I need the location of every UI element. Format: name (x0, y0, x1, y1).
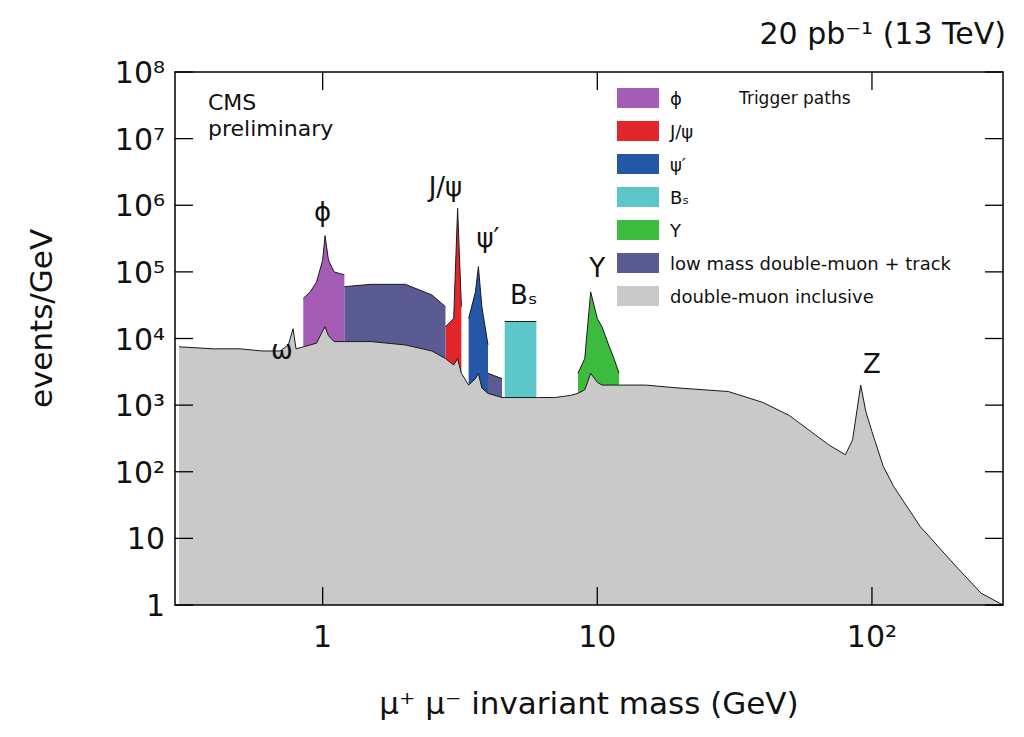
legend-swatch (617, 220, 659, 240)
area-outline (469, 267, 488, 345)
x-tick-label: 10 (578, 619, 616, 654)
y-tick-label: 1 (146, 588, 165, 623)
y-tick (985, 138, 1003, 139)
y-tick (985, 404, 1003, 405)
x-tick-label: 10² (847, 619, 897, 654)
legend-swatch (617, 253, 659, 273)
plot-frame (175, 72, 1003, 605)
peak-label: Bₛ (510, 280, 538, 310)
experiment-label: CMS preliminary (208, 90, 340, 142)
legend-label: Υ (669, 220, 682, 241)
y-tick (985, 471, 1003, 472)
y-tick (985, 205, 1003, 206)
legend-label: ψ′ (670, 154, 686, 175)
x-tick (597, 72, 598, 90)
legend-label: J/ψ (669, 121, 693, 142)
area-outline (344, 284, 445, 306)
y-tick (175, 538, 193, 539)
x-axis-label: μ⁺ μ⁻ invariant mass (GeV) (379, 685, 798, 721)
legend: Trigger paths ϕ J/ψ ψ′ Bₛ Υlow mass double-mu… (617, 88, 952, 307)
peak-label: Υ (588, 253, 605, 283)
y-tick (985, 604, 1003, 605)
x-tick-label: 1 (313, 619, 332, 654)
y-tick (175, 338, 193, 339)
y-tick (985, 538, 1003, 539)
plot-background (175, 72, 1003, 605)
y-tick (175, 471, 193, 472)
y-tick-label: 10⁴ (115, 322, 165, 357)
legend-label: Bₛ (670, 187, 689, 208)
y-tick (175, 604, 193, 605)
area-fill (179, 327, 1003, 605)
y-tick (175, 205, 193, 206)
x-tick (597, 587, 598, 605)
y-tick-label: 10² (115, 455, 165, 490)
y-tick-label: 10⁵ (115, 255, 165, 290)
y-tick-label: 10⁸ (115, 55, 165, 90)
legend-swatch (617, 121, 659, 141)
y-tick (175, 271, 193, 272)
y-tick-label: 10³ (115, 388, 165, 423)
area-outline (488, 373, 502, 378)
title: 20 pb⁻¹ (13 TeV) (759, 16, 1006, 51)
plot-marks (179, 208, 1003, 605)
page: {"chart_data": { "type": "area", "title"… (0, 0, 1024, 737)
legend-label: low mass double-muon + track (670, 253, 952, 274)
peak-label: ω (271, 335, 293, 365)
legend-swatch (617, 286, 659, 306)
legend-swatch (617, 88, 659, 108)
y-tick-label: 10⁷ (115, 122, 165, 157)
peak-label: ψ′ (476, 223, 499, 253)
x-tick (871, 72, 872, 90)
chart: 1 10 10² 10³ 10⁴ 10⁵ 10⁶ 10⁷ 10⁸ 1 10 10² μ⁺ μ⁻ inva… (0, 0, 1024, 737)
peak-label: J/ψ (427, 172, 463, 202)
x-tick (322, 587, 323, 605)
y-tick-label: 10 (127, 521, 165, 556)
y-tick (985, 71, 1003, 72)
y-tick (175, 138, 193, 139)
area-outline (578, 292, 619, 373)
legend-label: double-muon inclusive (670, 286, 874, 307)
y-axis-label: events/GeV (23, 229, 59, 408)
area-outline (303, 236, 344, 299)
y-tick (175, 404, 193, 405)
legend-swatch (617, 154, 659, 174)
y-tick (985, 271, 1003, 272)
legend-swatch (617, 187, 659, 207)
y-tick (985, 338, 1003, 339)
x-tick (871, 587, 872, 605)
peak-label: ϕ (314, 197, 331, 227)
legend-label: ϕ (670, 88, 682, 109)
area-outline (179, 327, 1003, 605)
y-tick (175, 71, 193, 72)
y-tick-label: 10⁶ (115, 188, 165, 223)
legend-title: Trigger paths (738, 88, 851, 108)
area-outline (505, 321, 537, 322)
area-outline (445, 208, 461, 326)
x-tick (322, 72, 323, 90)
peak-label: Z (863, 349, 881, 379)
